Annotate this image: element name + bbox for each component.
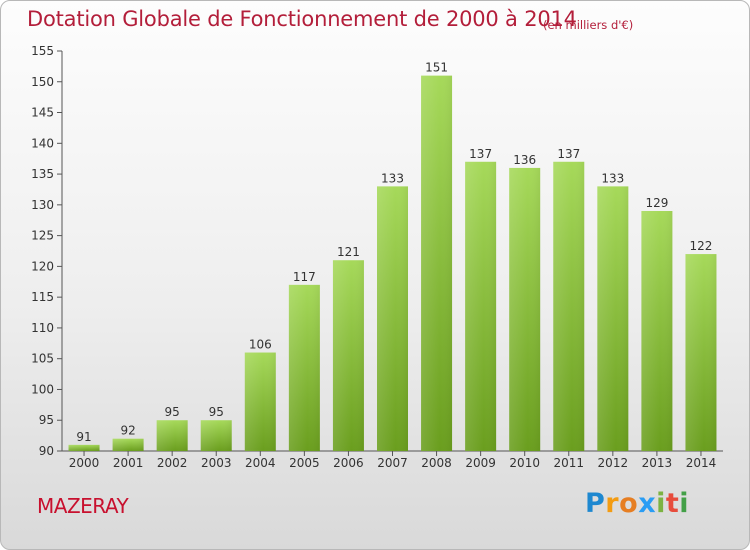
y-axis: 90 95 100 105 110 115 120 125 130 135 140 145 150 155 xyxy=(31,44,63,458)
data-label-2001: 92 xyxy=(120,424,135,438)
data-label-2008: 151 xyxy=(425,61,448,75)
x-tick-label: 2005 xyxy=(289,456,320,470)
data-labels: 91 92 95 95 106 117 121 133 151 137 136 137 133 129 12… xyxy=(76,61,712,444)
bar-shine-2008 xyxy=(421,75,453,451)
bar-shine-2005 xyxy=(288,284,320,451)
bar-shine-2011 xyxy=(553,161,585,451)
bar-shine-2000 xyxy=(68,444,100,451)
x-tick-label: 2006 xyxy=(333,456,364,470)
bar-shine-2009 xyxy=(465,161,497,451)
bar-shine-2012 xyxy=(597,186,629,451)
bar-shine-2006 xyxy=(332,260,364,451)
data-label-2004: 106 xyxy=(249,338,272,352)
x-tick-label: 2011 xyxy=(553,456,584,470)
bar-shine-2010 xyxy=(509,167,541,451)
x-tick-label: 2002 xyxy=(157,456,188,470)
x-tick-label: 2003 xyxy=(201,456,232,470)
y-tick-label: 145 xyxy=(31,106,54,120)
data-label-2005: 117 xyxy=(293,270,316,284)
data-label-2007: 133 xyxy=(381,171,404,185)
x-tick-label: 2004 xyxy=(245,456,276,470)
y-tick-label: 95 xyxy=(39,413,54,427)
y-tick-label: 155 xyxy=(31,44,54,58)
x-tick-label: 2012 xyxy=(598,456,629,470)
data-label-2009: 137 xyxy=(469,147,492,161)
y-tick-label: 130 xyxy=(31,198,54,212)
bar-shine-2007 xyxy=(377,186,408,451)
bar-shine-2004 xyxy=(244,352,276,451)
x-axis: 2000 2001 2002 2003 2004 2005 2006 2007 2008 2009… xyxy=(62,450,723,470)
x-tick-label: 2009 xyxy=(465,456,496,470)
y-tick-label: 105 xyxy=(31,352,54,366)
x-tick-label: 2013 xyxy=(642,456,673,470)
x-tick-label: 2014 xyxy=(686,456,717,470)
data-label-2012: 133 xyxy=(601,171,624,185)
bar-shine-2002 xyxy=(156,420,188,451)
commune-name: MAZERAY xyxy=(37,494,129,518)
bars xyxy=(68,75,717,451)
x-tick-label: 2001 xyxy=(113,456,144,470)
data-label-2011: 137 xyxy=(557,147,580,161)
y-tick-label: 125 xyxy=(31,229,54,243)
x-tick-label: 2007 xyxy=(377,456,408,470)
y-tick-label: 110 xyxy=(31,321,54,335)
data-label-2002: 95 xyxy=(165,405,180,419)
bar-shine-2003 xyxy=(200,420,232,451)
bar-shine-2013 xyxy=(641,211,673,451)
y-tick-label: 100 xyxy=(31,382,54,396)
y-tick-label: 135 xyxy=(31,167,54,181)
data-label-2003: 95 xyxy=(209,405,224,419)
data-label-2014: 122 xyxy=(690,239,713,253)
y-tick-label: 150 xyxy=(31,75,54,89)
y-tick-label: 120 xyxy=(31,259,54,273)
chart-title: Dotation Globale de Fonctionnement de 20… xyxy=(27,7,577,31)
y-tick-label: 140 xyxy=(31,136,54,150)
x-tick-label: 2008 xyxy=(421,456,452,470)
data-label-2000: 91 xyxy=(76,430,91,444)
data-label-2006: 121 xyxy=(337,245,360,259)
proxiti-logo[interactable]: Proxiti xyxy=(585,488,690,519)
x-tick-label: 2010 xyxy=(509,456,540,470)
bar-shine-2001 xyxy=(112,438,144,451)
y-tick-label: 90 xyxy=(39,444,54,458)
y-tick-label: 115 xyxy=(31,290,54,304)
data-label-2013: 129 xyxy=(645,196,668,210)
data-label-2010: 136 xyxy=(513,153,536,167)
bar-shine-2014 xyxy=(685,254,717,451)
chart-unit: (en milliers d'€) xyxy=(543,18,634,32)
x-tick-label: 2000 xyxy=(69,456,100,470)
